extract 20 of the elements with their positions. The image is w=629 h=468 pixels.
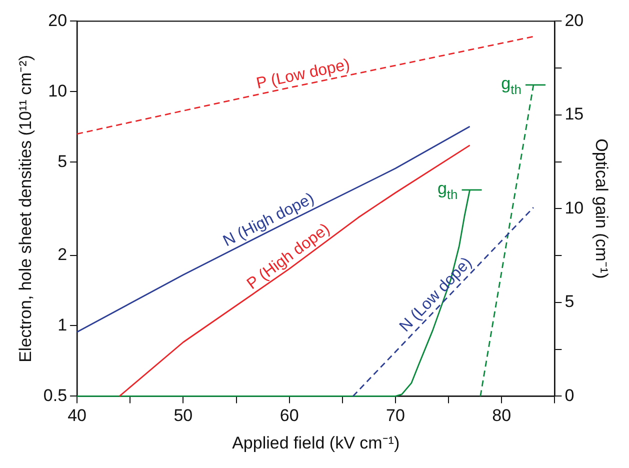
x-tick-label: 60 bbox=[280, 406, 299, 426]
x-tick-label: 40 bbox=[68, 406, 86, 426]
y-tick-label: 1 bbox=[58, 315, 68, 334]
y-tick-label: 5 bbox=[58, 152, 68, 171]
y2-tick-label: 5 bbox=[564, 292, 574, 312]
y-tick-label: 2 bbox=[58, 244, 68, 264]
y-tick-label: 0.5 bbox=[43, 386, 68, 405]
x-tick-label: 80 bbox=[492, 406, 512, 426]
y2-axis-title: Optical gain (cm⁻¹) bbox=[592, 138, 612, 279]
y-tick-label: 10 bbox=[48, 81, 68, 100]
text: P (Low dope) bbox=[255, 56, 352, 93]
y-tick-label: 20 bbox=[48, 10, 68, 30]
y2-tick-label: 10 bbox=[564, 198, 584, 218]
y2-tick-label: 0 bbox=[564, 386, 574, 405]
x-tick-label: 50 bbox=[174, 406, 193, 426]
x-axis-title: Applied field (kV cm⁻¹) bbox=[232, 433, 400, 452]
y-axis-title: Electron, hole sheet densities (10¹¹ cm⁻²) bbox=[16, 54, 35, 362]
y2-tick-label: 15 bbox=[564, 104, 584, 124]
y2-tick-label: 20 bbox=[564, 10, 584, 30]
x-tick-label: 70 bbox=[386, 406, 405, 426]
